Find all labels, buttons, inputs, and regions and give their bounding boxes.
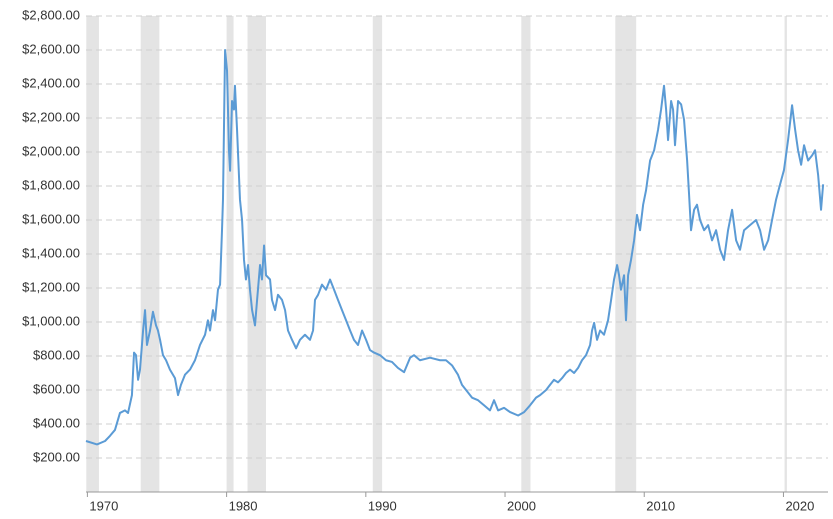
x-tick-label: 2020 [785,498,814,513]
shaded-range [521,16,531,492]
shaded-range [615,16,637,492]
y-tick-label: $600.00 [33,381,80,396]
x-tick-label: 2010 [646,498,675,513]
y-tick-label: $800.00 [33,347,80,362]
x-tick-label: 2000 [507,498,536,513]
y-tick-label: $400.00 [33,415,80,430]
x-tick-label: 1990 [368,498,397,513]
y-tick-label: $1,600.00 [22,211,80,226]
price-line [85,49,825,446]
y-tick-label: $1,000.00 [22,313,80,328]
y-tick-label: $2,400.00 [22,75,80,90]
x-tick-label: 1970 [89,498,118,513]
y-tick-label: $2,200.00 [22,109,80,124]
y-tick-label: $200.00 [33,449,80,464]
x-tick-label: 1980 [229,498,258,513]
y-tick-label: $1,800.00 [22,177,80,192]
y-tick-label: $2,600.00 [22,41,80,56]
y-tick-label: $2,000.00 [22,143,80,158]
shaded-range [86,16,99,492]
y-tick-label: $1,400.00 [22,245,80,260]
y-tick-label: $1,200.00 [22,279,80,294]
shaded-range [784,16,787,492]
y-tick-label: $2,800.00 [22,7,80,22]
